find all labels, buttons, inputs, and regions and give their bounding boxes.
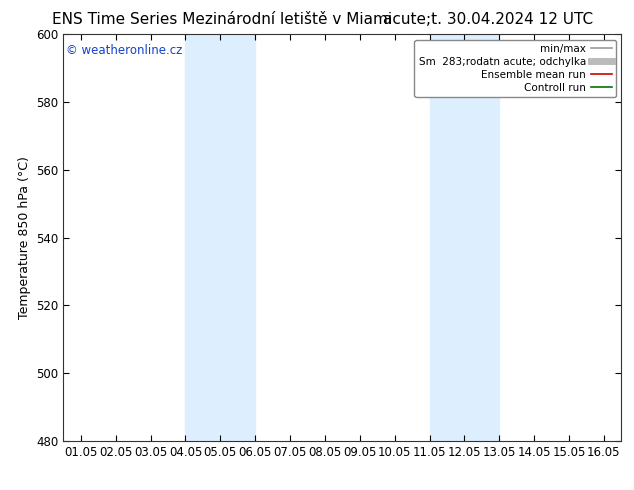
Text: ENS Time Series Mezinárodní letiště v Miami: ENS Time Series Mezinárodní letiště v Mi… — [52, 12, 392, 27]
Legend: min/max, Sm  283;rodatn acute; odchylka, Ensemble mean run, Controll run: min/max, Sm 283;rodatn acute; odchylka, … — [415, 40, 616, 97]
Y-axis label: Temperature 850 hPa (°C): Temperature 850 hPa (°C) — [18, 156, 30, 319]
Text: acute;t. 30.04.2024 12 UTC: acute;t. 30.04.2024 12 UTC — [383, 12, 593, 27]
Bar — [429, 34, 500, 441]
Bar — [185, 34, 255, 441]
Text: © weatheronline.cz: © weatheronline.cz — [66, 45, 183, 57]
